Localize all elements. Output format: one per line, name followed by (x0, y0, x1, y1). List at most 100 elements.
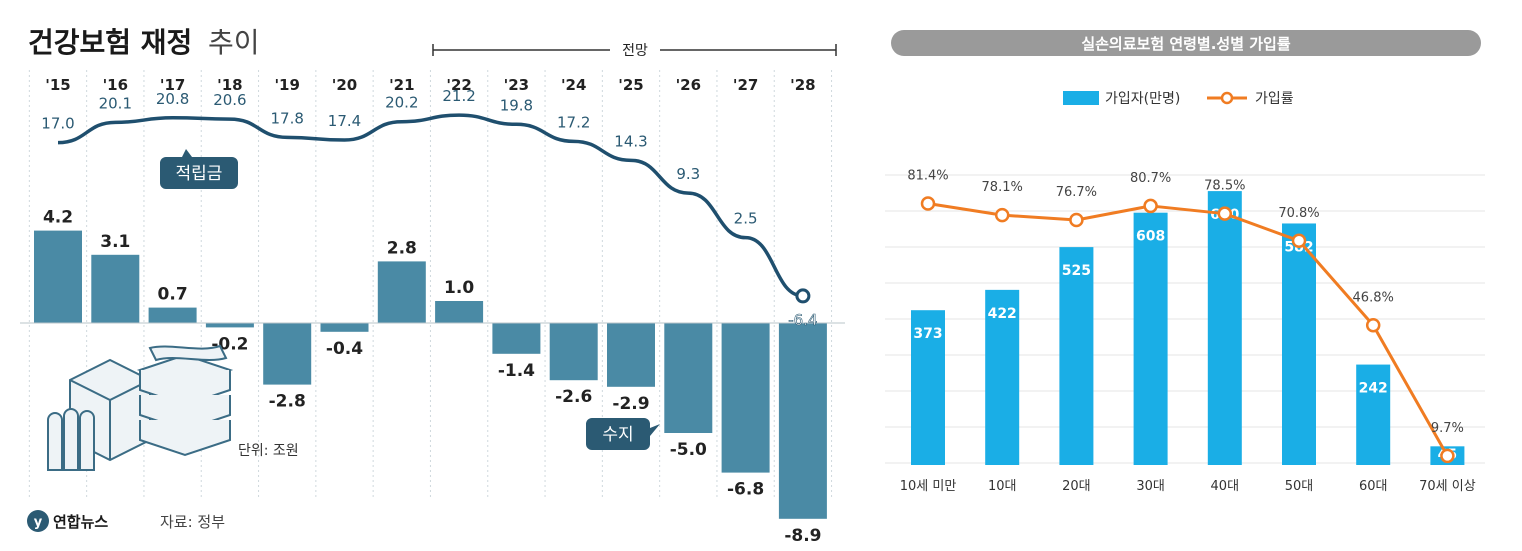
subscriber-value-label: 373 (913, 326, 942, 342)
balance-callout-label: 수지 (602, 425, 633, 445)
subscriber-bar (985, 289, 1020, 465)
balance-bar (664, 323, 713, 433)
x-tick-label: 50대 (1285, 479, 1314, 494)
rate-point (1291, 233, 1307, 249)
balance-bar (148, 307, 197, 323)
title-banner (891, 30, 1481, 56)
chart-title: 건강보험 재정 (28, 26, 192, 59)
x-tick-label: '15 (45, 76, 70, 94)
reserve-line-path (57, 113, 804, 298)
balance-value-label: -5.0 (670, 440, 707, 460)
legend-bar-swatch (1063, 91, 1099, 105)
x-tick-label: 20대 (1062, 479, 1091, 494)
subscriber-bar (1282, 223, 1316, 465)
rate-value-label: 78.5% (1204, 179, 1245, 194)
reserve-value-label: 17.4 (328, 112, 361, 130)
balance-bar (492, 323, 541, 354)
x-tick-label: 10세 미만 (900, 479, 957, 494)
x-tick-label: '16 (103, 76, 128, 94)
x-tick-label: '19 (274, 76, 299, 94)
rate-point (994, 207, 1010, 223)
rate-value-label: 78.1% (982, 180, 1023, 195)
x-tick-label: '26 (676, 76, 701, 94)
forecast-bracket: 전망 (432, 40, 837, 60)
balance-value-label: -0.4 (326, 339, 363, 359)
rate-value-label: 9.7% (1431, 421, 1464, 436)
balance-bar (607, 323, 655, 387)
rate-value-label: 70.8% (1278, 206, 1319, 221)
reserve-callout-label: 적립금 (176, 164, 223, 184)
x-tick-label: 30대 (1136, 479, 1165, 494)
forecast-label: 전망 (622, 43, 648, 59)
rate-value-label: 81.4% (907, 168, 948, 183)
x-axis-labels: '15 '16 '17 '18 '19 '20 '21 '22 '23 '24 '25 '26 '27 '… (45, 76, 815, 94)
rate-point (1365, 318, 1381, 333)
gridlines (885, 174, 1485, 464)
balance-value-label: -2.9 (612, 394, 649, 414)
reserve-end-point (795, 288, 811, 304)
reserve-value-label: 20.1 (99, 94, 132, 112)
reserve-value-label: 9.3 (676, 165, 700, 183)
x-tick-label: '25 (618, 76, 643, 94)
reserve-value-label: 14.3 (614, 132, 647, 150)
legend-line-swatch (1220, 91, 1234, 105)
subscriber-bars: 37342252560866058224245 (911, 191, 1465, 465)
balance-bar (377, 261, 426, 323)
balance-bar (91, 254, 140, 323)
rate-value-label: 80.7% (1130, 171, 1171, 186)
rate-line-path (927, 201, 1449, 457)
reserve-value-label: 17.8 (270, 109, 303, 127)
source-note: 자료: 정부 (160, 513, 225, 531)
x-tick-label: '23 (504, 76, 529, 94)
subscriber-value-label: 525 (1062, 263, 1091, 279)
balance-bar (778, 323, 827, 519)
chart-title: 실손의료보험 연령별.성별 가입률 (1081, 35, 1291, 53)
gridlines (28, 70, 833, 500)
x-tick-label: 70세 이상 (1419, 479, 1476, 494)
reserve-value-label: 17.0 (41, 115, 74, 133)
x-tick-label: '17 (160, 76, 185, 94)
balance-bar (721, 323, 770, 473)
rate-point (1440, 448, 1455, 464)
reserve-callout: 적립금 (160, 149, 238, 189)
brand-name: 연합뉴스 (53, 513, 108, 531)
x-tick-label: '28 (790, 76, 815, 94)
legend-bar-label: 가입자(만명) (1105, 91, 1180, 107)
buildings-illustration (47, 344, 234, 471)
rate-point (1217, 206, 1233, 221)
subscriber-value-label: 608 (1136, 229, 1165, 245)
reserve-value-label: -6.4 (788, 311, 817, 329)
x-tick-label: '20 (332, 76, 357, 94)
rate-line: 81.4% 78.1% 76.7% 80.7% 78.5% 70.8% 46.8% 9.7% (907, 168, 1464, 464)
reserve-value-label: 19.8 (500, 96, 533, 114)
subscriber-bar (911, 310, 945, 465)
x-tick-label: '27 (733, 76, 758, 94)
reserve-value-label: 2.5 (734, 210, 758, 228)
fund-chart-svg: 건강보험 재정 추이 전망 '15 '16 '17 '18 '19 '20 '21 '22 '2… (20, 26, 845, 546)
balance-bar (263, 323, 312, 385)
balance-value-label: 0.7 (158, 285, 188, 305)
x-tick-label: '24 (561, 76, 586, 94)
insurance-chart-svg: 실손의료보험 연령별.성별 가입률 가입자(만명) 가입률 373 422 525 6… (885, 30, 1485, 494)
balance-bar (435, 301, 484, 323)
right-chart-panel: 실손의료보험 연령별.성별 가입률 가입자(만명) 가입률 373 422 525 6… (855, 0, 1522, 547)
balance-bars: 4.23.10.7-0.2-2.8-0.42.81.0-1.4-2.6 -2.9-… (34, 208, 827, 546)
legend: 가입자(만명) 가입률 (1063, 91, 1294, 107)
rate-point (1069, 212, 1084, 228)
rate-value-label: 76.7% (1056, 185, 1097, 200)
balance-bar (549, 323, 598, 381)
balance-value-label: 1.0 (444, 278, 474, 298)
balance-value-label: -1.4 (498, 361, 535, 381)
subscriber-bar (1133, 212, 1168, 465)
subscriber-bar (1207, 191, 1242, 465)
chart-subtitle: 추이 (208, 26, 260, 59)
balance-value-label: 2.8 (387, 238, 417, 258)
balance-bar (34, 230, 82, 323)
balance-bar (205, 323, 254, 328)
subscriber-value-label: 242 (1359, 381, 1388, 397)
reserve-value-label: 17.2 (557, 113, 590, 131)
rate-point (920, 196, 936, 211)
x-tick-label: 40대 (1211, 479, 1240, 494)
brand-logo: y 연합뉴스 (27, 510, 108, 532)
rate-value-label: 46.8% (1353, 290, 1394, 305)
